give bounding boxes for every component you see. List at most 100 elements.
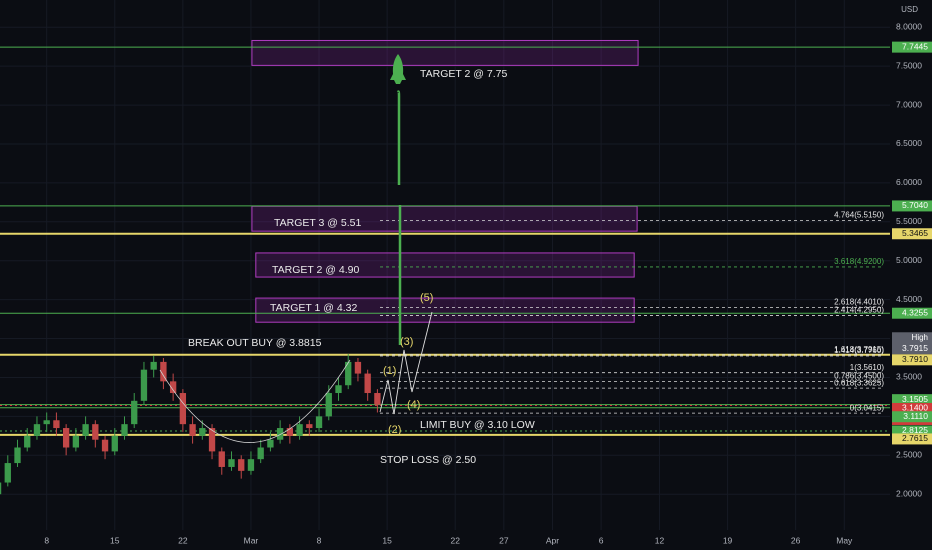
cup-curve — [159, 359, 351, 443]
candle-body — [208, 428, 216, 452]
currency-label: USD — [901, 5, 918, 14]
candle-body — [247, 459, 255, 471]
wave-label: (1) — [383, 365, 396, 377]
x-tick-label: Apr — [546, 535, 559, 545]
x-tick-label: 8 — [44, 535, 49, 545]
annotation: TARGET 2 @ 7.75 — [420, 68, 507, 80]
candle-body — [179, 393, 187, 425]
fib-label: 1.414(3.7760) — [834, 346, 884, 355]
candle-body — [4, 463, 11, 483]
price-tag-label: 2.7615 — [902, 433, 928, 443]
candle-body — [374, 393, 381, 405]
candle-body — [276, 428, 284, 440]
x-tick-label: 19 — [723, 535, 733, 545]
annotation: BREAK OUT BUY @ 3.8815 — [188, 337, 322, 349]
candle-body — [62, 428, 70, 448]
price-tag — [892, 411, 932, 423]
candle-body — [0, 482, 2, 495]
annotation: TARGET 2 @ 4.90 — [272, 264, 359, 276]
fib-label: 1.618(3.7915) — [834, 345, 884, 354]
candle-body — [199, 428, 206, 436]
price-tag-label: 3.1505 — [902, 394, 928, 404]
annotation: TARGET 3 @ 5.51 — [274, 217, 361, 229]
candle-body — [14, 447, 21, 464]
wave-label: (3) — [400, 336, 413, 348]
candle-body — [335, 385, 342, 394]
x-tick-label: 12 — [655, 535, 665, 545]
target-zone — [251, 39, 639, 66]
wave-label: (2) — [388, 424, 401, 436]
x-tick-label: 15 — [110, 535, 120, 545]
price-axis-bg — [890, 0, 932, 550]
x-tick-label: 27 — [499, 535, 509, 545]
candle-body — [345, 361, 352, 386]
y-tick-label: 8.0000 — [896, 21, 922, 31]
candle-body — [238, 459, 245, 471]
wave-label: (5) — [420, 292, 433, 304]
candle-body — [140, 369, 148, 401]
candle-body — [150, 361, 157, 370]
target-zone — [255, 297, 635, 323]
price-tag — [892, 354, 932, 366]
x-tick-label: 22 — [178, 535, 188, 545]
price-tag-extra: High — [912, 333, 928, 342]
candle-body — [82, 424, 89, 436]
candle-body — [169, 381, 177, 394]
price-tag-label: 5.7040 — [902, 200, 928, 210]
candle-body — [189, 424, 196, 436]
price-tag — [892, 433, 932, 445]
candle-body — [228, 459, 235, 467]
price-tag-label: 3.1400 — [902, 403, 928, 413]
wave-path — [379, 311, 433, 415]
target-zone — [251, 205, 638, 232]
target-arrow — [396, 90, 402, 345]
candle-body — [267, 439, 274, 448]
y-tick-label: 7.5000 — [896, 60, 922, 70]
price-tag — [892, 425, 932, 437]
x-tick-label: 26 — [791, 535, 801, 545]
candle-body — [218, 451, 225, 467]
fib-label: 2.414(4.2950) — [834, 306, 884, 315]
fib-label: 2.618(4.4010) — [834, 297, 884, 306]
candle-body — [131, 400, 138, 425]
x-tick-label: Mar — [244, 535, 259, 545]
y-tick-label: 2.0000 — [896, 488, 922, 498]
x-tick-label: 6 — [599, 535, 604, 545]
price-tag-label: 3.7910 — [902, 354, 928, 364]
fib-label: 0.786(3.4500) — [834, 371, 884, 380]
y-tick-label: 2.5000 — [896, 450, 922, 460]
y-tick-label: 6.5000 — [896, 138, 922, 148]
price-tag — [892, 228, 932, 240]
time-axis-bg — [0, 530, 890, 550]
y-tick-label: 7.0000 — [896, 99, 922, 109]
candle-body — [111, 435, 118, 452]
fib-label: 1(3.5610) — [850, 363, 885, 372]
candle-body — [43, 420, 50, 425]
candle-body — [286, 428, 294, 436]
candle-body — [53, 420, 60, 429]
annotation: TARGET 1 @ 4.32 — [270, 302, 357, 314]
price-tag — [892, 41, 932, 53]
candle-body — [306, 424, 313, 429]
fib-label: 4.764(5.5150) — [834, 211, 884, 220]
candle-body — [364, 373, 371, 394]
y-tick-label: 5.5000 — [896, 216, 922, 226]
annotation: STOP LOSS @ 2.50 — [380, 454, 476, 466]
candle-body — [354, 361, 362, 374]
y-tick-label: 4.5000 — [896, 294, 922, 304]
price-tag-label: 3.7915 — [902, 343, 928, 353]
price-tag — [892, 307, 932, 319]
candle-body — [24, 435, 31, 448]
price-tag-label: 4.3255 — [902, 307, 928, 317]
annotation: LIMIT BUY @ 3.10 LOW — [420, 419, 535, 431]
target-zone — [255, 252, 635, 278]
candle-body — [325, 393, 332, 417]
candle-body — [296, 424, 303, 436]
fib-label: 0(3.0415) — [850, 403, 885, 412]
price-tag-label: 5.3465 — [902, 228, 928, 238]
price-tag — [892, 332, 932, 355]
price-tag-label: 2.8125 — [902, 425, 928, 435]
x-tick-label: May — [836, 535, 853, 545]
